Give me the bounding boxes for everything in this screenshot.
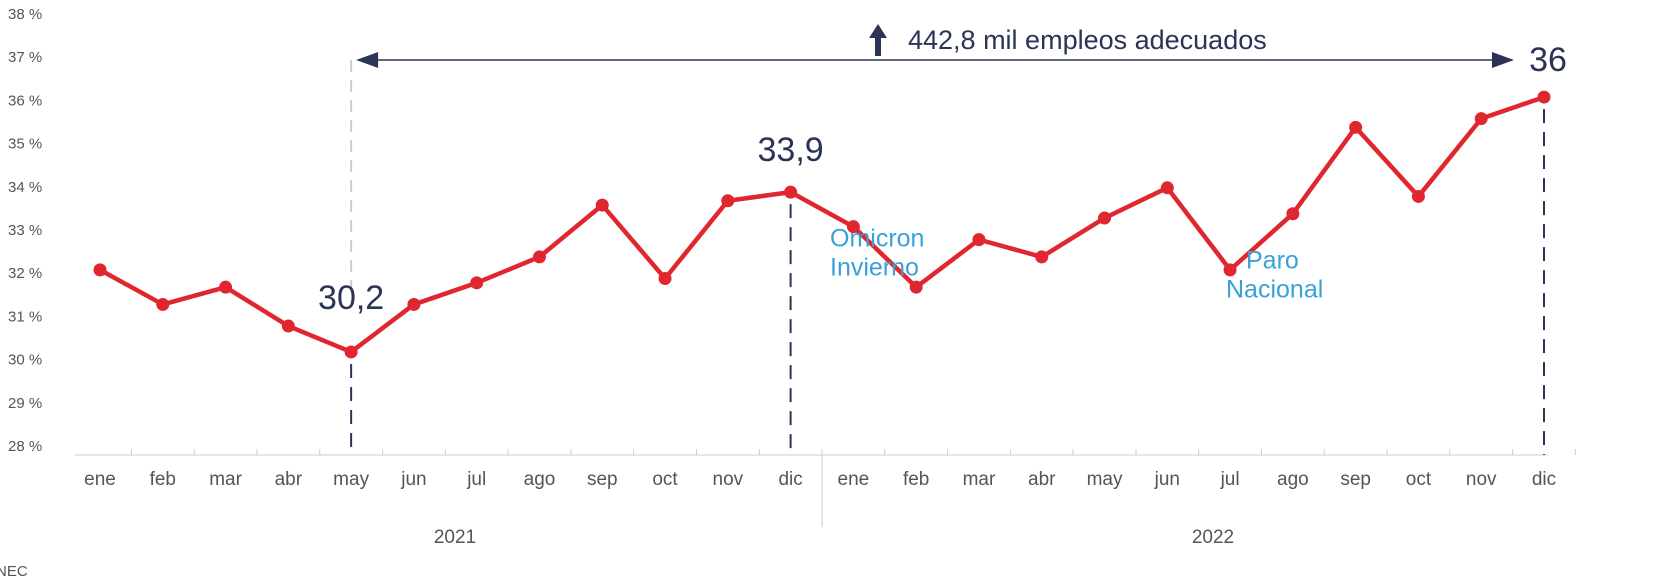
point (219, 280, 233, 294)
x-tick-label: abr (275, 469, 303, 490)
y-tick-label: 30 % (8, 352, 42, 369)
point (972, 233, 986, 247)
y-tick-label: 32 % (8, 265, 42, 282)
x-tick-label: ago (1277, 469, 1309, 490)
y-tick-label: 34 % (8, 179, 42, 196)
point (1349, 120, 1363, 134)
year-label: 2021 (434, 527, 476, 548)
point (407, 297, 421, 311)
point (1286, 207, 1300, 221)
x-tick-label: jun (1154, 469, 1180, 490)
x-tick-label: mar (963, 469, 996, 490)
point (846, 220, 860, 234)
point-label: 33,9 (758, 131, 824, 169)
x-tick-label: sep (1340, 469, 1371, 490)
x-tick-label: mar (209, 469, 242, 490)
event-label: Nacional (1226, 276, 1323, 304)
x-tick-label: dic (778, 469, 802, 490)
x-tick-label: may (333, 469, 369, 490)
source: NEC (0, 563, 28, 579)
point (1098, 211, 1112, 225)
arrow-head (1492, 52, 1514, 68)
y-tick-label: 35 % (8, 136, 42, 153)
y-tick-label: 28 % (8, 438, 42, 455)
x-tick-label: jun (400, 469, 426, 490)
y-tick-label: 38 % (8, 6, 42, 23)
point (1160, 181, 1174, 195)
x-tick-label: ene (84, 469, 116, 490)
x-tick-label: nov (713, 469, 744, 490)
x-tick-label: feb (150, 469, 176, 490)
headline: 442,8 mil empleos adecuados (908, 25, 1267, 55)
y-tick-label: 31 % (8, 308, 42, 325)
x-tick-label: ene (838, 469, 870, 490)
point (721, 194, 735, 208)
point (344, 345, 358, 359)
up-arrow (869, 24, 887, 56)
point (156, 297, 170, 311)
event-label: Omicron (830, 225, 924, 253)
arrow-head (356, 52, 379, 68)
y-tick-label: 29 % (8, 395, 42, 412)
point (658, 272, 672, 286)
point (1035, 250, 1049, 264)
x-tick-label: abr (1028, 469, 1056, 490)
point (595, 198, 609, 212)
point (93, 263, 107, 277)
y-tick-label: 33 % (8, 222, 42, 239)
x-tick-label: sep (587, 469, 618, 490)
point (1474, 112, 1488, 126)
point (470, 276, 484, 290)
event-label: Invierno (830, 254, 919, 282)
y-tick-label: 36 % (8, 92, 42, 109)
x-tick-label: nov (1466, 469, 1497, 490)
point (909, 280, 923, 294)
event-label: Paro (1246, 247, 1299, 275)
x-tick-label: oct (1406, 469, 1432, 490)
point (1223, 263, 1237, 277)
point (784, 185, 798, 199)
line (98, 94, 1545, 355)
x-tick-label: feb (903, 469, 929, 490)
x-tick-label: jul (1220, 469, 1240, 490)
x-tick-label: may (1087, 469, 1123, 490)
x-tick-label: oct (652, 469, 678, 490)
point-label: 30,2 (318, 279, 384, 317)
point-label: 36 (1529, 41, 1567, 79)
x-tick-label: jul (466, 469, 486, 490)
x-tick-label: ago (524, 469, 556, 490)
year-label: 2022 (1192, 527, 1234, 548)
point (532, 250, 546, 264)
x-tick-label: dic (1532, 469, 1556, 490)
point (281, 319, 295, 333)
y-tick-label: 37 % (8, 49, 42, 66)
point (1411, 189, 1425, 203)
point (1537, 90, 1551, 104)
